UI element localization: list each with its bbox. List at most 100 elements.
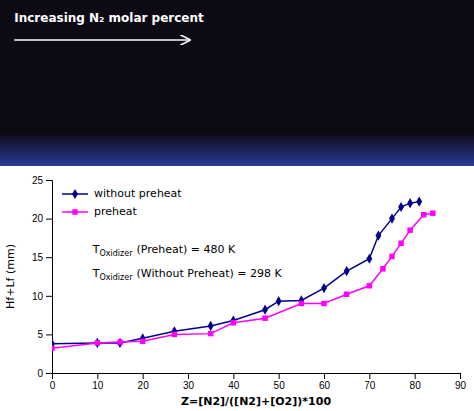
x-axis-title: Z=[N2]/([N2]+[O2])*100 xyxy=(181,395,331,408)
axis-line xyxy=(46,181,53,374)
point xyxy=(398,241,403,246)
tick-mark xyxy=(415,373,416,379)
point xyxy=(398,202,404,212)
point xyxy=(276,296,282,306)
tick-label: 20 xyxy=(138,380,150,391)
tick: 30 xyxy=(183,373,195,391)
tick-label: 70 xyxy=(364,380,376,391)
tick-label: 0 xyxy=(37,368,43,379)
legend: without preheat preheat xyxy=(62,187,182,218)
tick-label: 40 xyxy=(228,380,240,391)
point xyxy=(367,283,372,288)
point xyxy=(117,338,123,348)
tick-label: 15 xyxy=(32,252,44,263)
tick: 0 xyxy=(50,373,56,391)
tick: 25 xyxy=(32,175,52,186)
tick-label: 20 xyxy=(32,213,44,224)
tick: 10 xyxy=(32,291,52,302)
point xyxy=(321,283,327,293)
point xyxy=(298,295,304,305)
point xyxy=(208,331,213,336)
annotation-subscript: Oxidizer xyxy=(100,273,134,282)
tick-mark xyxy=(188,373,189,379)
point xyxy=(416,197,422,207)
point xyxy=(375,230,381,240)
x-axis: 0 10 20 30 40 50 60 70 80 90 xyxy=(50,373,467,391)
tick-mark xyxy=(46,334,52,335)
point xyxy=(299,301,304,306)
axis-line xyxy=(53,374,461,380)
annotation-part: (Without Preheat) = 298 K xyxy=(137,267,283,280)
tick: 10 xyxy=(92,373,104,391)
y-axis-title: Hf+Lf (mm) xyxy=(4,244,17,309)
tick-label: 0 xyxy=(50,380,56,391)
tick-mark xyxy=(369,373,370,379)
annotation: TOxidizer(Without Preheat) = 298 K xyxy=(92,267,283,282)
point xyxy=(172,332,177,337)
point xyxy=(171,326,177,336)
point xyxy=(140,339,145,344)
tick-mark xyxy=(46,296,52,297)
legend-item: preheat xyxy=(62,205,138,218)
banner-background xyxy=(0,0,474,166)
tick-mark xyxy=(46,219,52,220)
tick: 70 xyxy=(364,373,376,391)
point xyxy=(407,198,413,208)
tick: 20 xyxy=(32,213,52,224)
tick: 60 xyxy=(319,373,331,391)
tick: 40 xyxy=(228,373,240,391)
tick-label: 90 xyxy=(455,380,467,391)
legend-marker xyxy=(72,209,77,214)
tick-label: 30 xyxy=(183,380,195,391)
annotation: TOxidizer(Preheat) = 480 K xyxy=(92,243,236,258)
point xyxy=(389,254,394,259)
tick-label: 10 xyxy=(32,291,44,302)
point xyxy=(344,266,350,276)
tick: 80 xyxy=(410,373,422,391)
tick-label: 50 xyxy=(274,380,286,391)
tick: 5 xyxy=(37,329,52,340)
tick-mark xyxy=(46,180,52,181)
tick-mark xyxy=(460,373,461,379)
tick-mark xyxy=(46,373,52,374)
point xyxy=(262,305,268,315)
point xyxy=(389,214,395,224)
tick-label: 10 xyxy=(92,380,104,391)
point xyxy=(407,227,412,232)
tick-label: 5 xyxy=(37,329,43,340)
tick-label: 80 xyxy=(410,380,422,391)
point xyxy=(344,292,349,297)
point xyxy=(95,340,100,345)
banner-text: Increasing N₂ molar percent xyxy=(14,11,204,25)
point xyxy=(430,210,435,215)
point xyxy=(321,301,326,306)
tick-label: 25 xyxy=(32,175,44,186)
banner-arrow xyxy=(14,39,189,41)
tick-mark xyxy=(143,373,144,379)
legend-label: without preheat xyxy=(94,187,182,200)
annotation-part: (Preheat) = 480 K xyxy=(137,243,237,256)
point xyxy=(94,338,100,348)
point xyxy=(231,320,236,325)
tick: 50 xyxy=(274,373,286,391)
annotation-subscript: Oxidizer xyxy=(100,249,134,258)
tick: 90 xyxy=(455,373,467,391)
tick-mark xyxy=(233,373,234,379)
chart: Increasing N₂ molar percent0102030405060… xyxy=(0,0,474,411)
tick-label: 60 xyxy=(319,380,331,391)
legend-label: preheat xyxy=(94,205,138,218)
legend-item: without preheat xyxy=(62,187,182,200)
tick-mark xyxy=(97,373,98,379)
point xyxy=(421,212,426,217)
tick: 15 xyxy=(32,252,52,263)
point xyxy=(380,266,385,271)
tick-mark xyxy=(46,257,52,258)
series-line xyxy=(52,202,419,344)
y-axis: 0 5 10 15 20 25 xyxy=(32,175,53,379)
point xyxy=(208,321,214,331)
point xyxy=(230,315,236,325)
point xyxy=(52,346,55,351)
tick-mark xyxy=(279,373,280,379)
tick-mark xyxy=(324,373,325,379)
point xyxy=(140,333,146,343)
